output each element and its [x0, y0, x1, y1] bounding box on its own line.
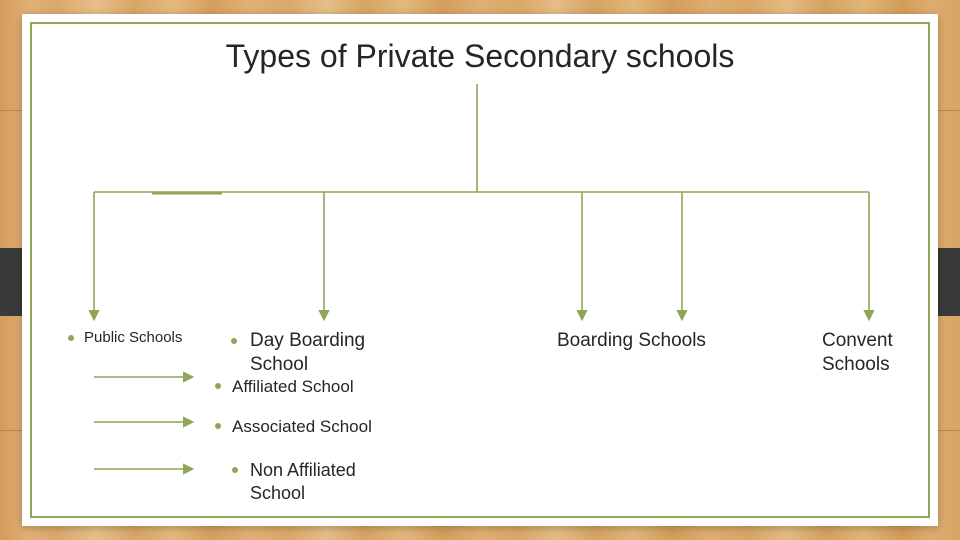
- node-convent: ConventSchools: [822, 329, 893, 377]
- node-affiliated: Affiliated School: [232, 376, 354, 397]
- bullet-icon: [232, 467, 238, 473]
- node-non-affiliated: Non AffiliatedSchool: [250, 459, 356, 504]
- bullet-icon: [231, 338, 237, 344]
- node-boarding: Boarding Schools: [557, 329, 706, 353]
- slide-panel: Types of Private Secondary schools: [22, 14, 938, 526]
- node-public-schools: Public Schools: [84, 329, 182, 348]
- node-day-boarding: Day BoardingSchool: [250, 329, 365, 377]
- inner-border: [30, 22, 930, 518]
- node-associated: Associated School: [232, 416, 372, 437]
- bullet-icon: [215, 423, 221, 429]
- slide-title: Types of Private Secondary schools: [22, 38, 938, 75]
- bullet-icon: [68, 335, 74, 341]
- bullet-icon: [215, 383, 221, 389]
